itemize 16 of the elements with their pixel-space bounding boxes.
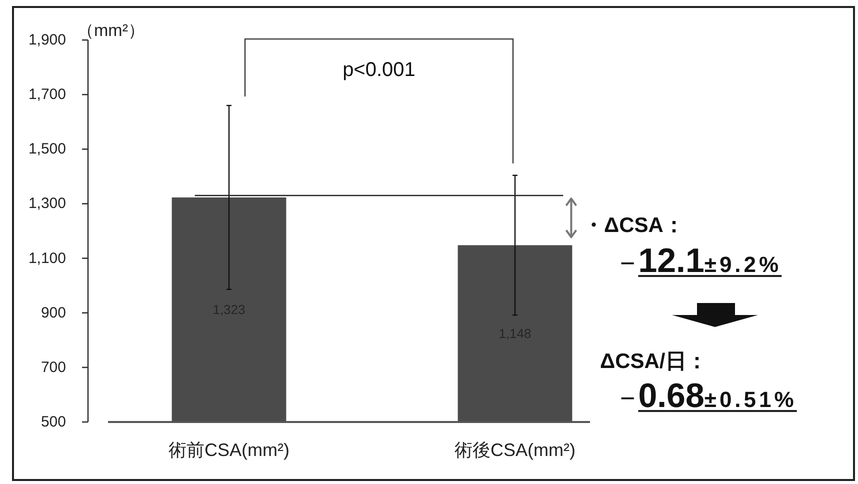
x-tick-label: 術後CSA(mm²) <box>454 440 576 460</box>
y-tick-label: 1,300 <box>28 195 66 212</box>
y-tick-label: 500 <box>40 414 66 430</box>
x-tick-label: 術前CSA(mm²) <box>168 440 290 460</box>
y-tick-label: 1,100 <box>28 250 66 267</box>
annotation: p<0.001 <box>342 59 416 81</box>
y-tick-label: 1,500 <box>28 140 66 158</box>
y-tick-label: 1,900 <box>28 32 66 48</box>
y-tick-label: 700 <box>40 358 66 376</box>
text: −0.68±0.51% <box>620 377 797 415</box>
text: −12.1±9.2% <box>620 242 782 280</box>
y-tick-label: 900 <box>40 304 66 322</box>
y-axis-title: （mm²） <box>77 21 145 40</box>
y-tick-label: 1,700 <box>28 86 66 104</box>
text: ΔCSA/日： <box>600 350 708 373</box>
text: ・ΔCSA： <box>583 214 684 237</box>
